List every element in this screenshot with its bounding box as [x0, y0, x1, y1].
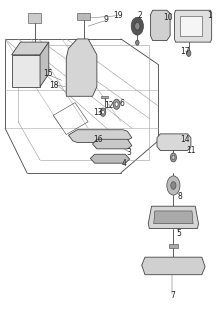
Text: 16: 16	[93, 135, 103, 144]
Circle shape	[136, 40, 139, 45]
Polygon shape	[154, 211, 193, 224]
Circle shape	[115, 102, 118, 107]
Text: 13: 13	[93, 108, 103, 117]
Circle shape	[131, 17, 143, 35]
Circle shape	[170, 153, 176, 162]
Circle shape	[171, 182, 176, 189]
Text: 18: 18	[50, 81, 59, 90]
Text: 7: 7	[170, 291, 175, 300]
Polygon shape	[93, 139, 132, 149]
Circle shape	[135, 22, 140, 30]
Text: 3: 3	[126, 148, 131, 157]
Polygon shape	[77, 13, 90, 20]
Polygon shape	[101, 96, 108, 98]
Text: 6: 6	[120, 99, 125, 108]
Text: 2: 2	[137, 12, 142, 20]
Text: 9: 9	[103, 15, 108, 24]
Polygon shape	[12, 42, 49, 55]
Circle shape	[172, 155, 175, 160]
Polygon shape	[66, 39, 97, 96]
Circle shape	[102, 110, 104, 114]
Polygon shape	[157, 134, 191, 150]
Polygon shape	[150, 10, 170, 41]
Polygon shape	[12, 55, 40, 87]
Circle shape	[76, 87, 82, 96]
Circle shape	[30, 65, 35, 73]
Circle shape	[167, 176, 180, 195]
Polygon shape	[28, 13, 41, 23]
Polygon shape	[90, 154, 130, 163]
Text: 5: 5	[176, 229, 181, 238]
Polygon shape	[169, 244, 178, 248]
Text: 15: 15	[43, 69, 53, 78]
Text: 17: 17	[181, 47, 190, 56]
Text: 11: 11	[186, 146, 196, 155]
Text: 14: 14	[181, 135, 190, 144]
Polygon shape	[148, 206, 198, 228]
Circle shape	[17, 65, 22, 73]
Text: 8: 8	[178, 192, 182, 201]
Polygon shape	[180, 16, 202, 36]
Circle shape	[113, 99, 120, 109]
Text: 19: 19	[113, 11, 123, 20]
Polygon shape	[174, 10, 212, 42]
Text: 12: 12	[104, 101, 114, 110]
Polygon shape	[142, 257, 205, 275]
Text: 10: 10	[163, 13, 173, 22]
Text: 1: 1	[207, 11, 212, 20]
Circle shape	[78, 89, 81, 94]
Polygon shape	[40, 42, 49, 87]
Text: 4: 4	[122, 159, 127, 168]
Circle shape	[100, 108, 106, 116]
Polygon shape	[68, 130, 132, 142]
Circle shape	[187, 50, 191, 56]
